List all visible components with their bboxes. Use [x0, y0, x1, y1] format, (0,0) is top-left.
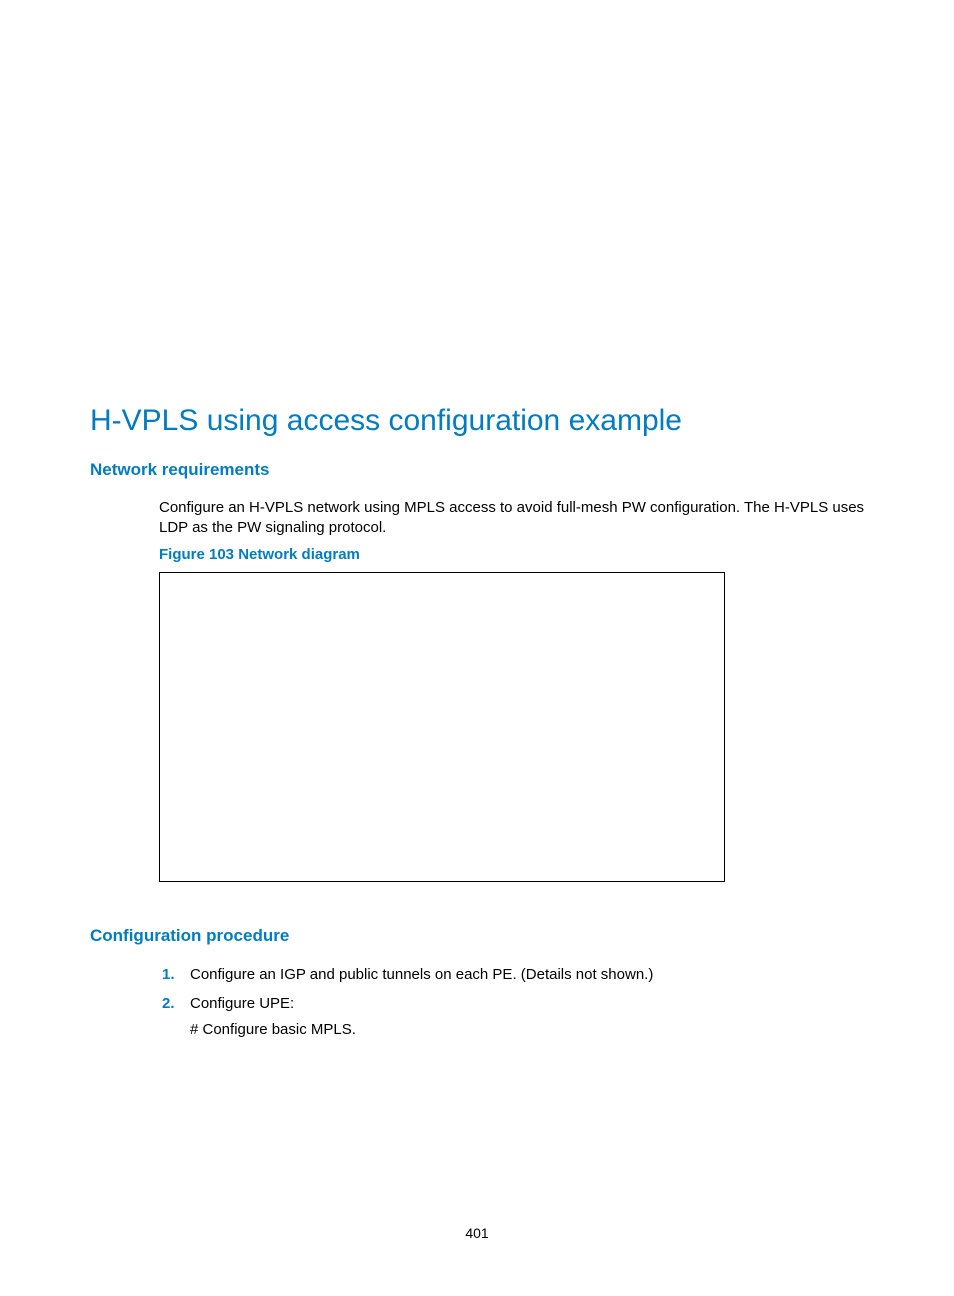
network-requirements-paragraph: Configure an H-VPLS network using MPLS a…	[159, 498, 875, 539]
step-number: 2.	[162, 994, 190, 1014]
document-page: H-VPLS using access configuration exampl…	[0, 0, 954, 1296]
page-title: H-VPLS using access configuration exampl…	[90, 404, 682, 438]
figure-caption: Figure 103 Network diagram	[159, 546, 360, 563]
section-heading-configuration-procedure: Configuration procedure	[90, 926, 289, 946]
step-number: 1.	[162, 965, 190, 985]
step-text: Configure an IGP and public tunnels on e…	[190, 966, 653, 983]
procedure-step-1: 1.Configure an IGP and public tunnels on…	[162, 965, 653, 985]
section-heading-network-requirements: Network requirements	[90, 460, 270, 480]
network-diagram-placeholder	[159, 572, 725, 882]
page-number: 401	[0, 1225, 954, 1241]
procedure-step-2-sub: # Configure basic MPLS.	[190, 1021, 356, 1038]
step-text: Configure UPE:	[190, 995, 294, 1012]
procedure-step-2: 2.Configure UPE:	[162, 994, 294, 1014]
